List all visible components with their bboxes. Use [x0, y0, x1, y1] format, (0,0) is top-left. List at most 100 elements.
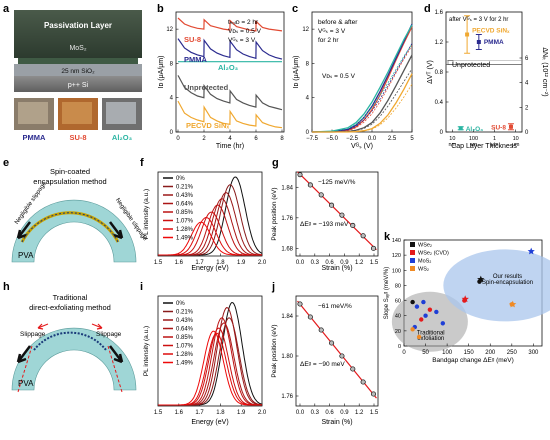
unprotected-label: Unprotected: [452, 62, 490, 69]
spectrum-line: [158, 176, 263, 256]
x-axis-tick-label: 0.3: [311, 410, 320, 416]
note-duration: for 2 hr: [318, 37, 339, 44]
y-axis-tick-label: 12: [166, 27, 173, 33]
panel-h-schematic: h Traditional direct-exfoliating method …: [3, 281, 137, 393]
y-axis-left-tick-label: 1.6: [435, 10, 444, 16]
legend-swatch: [410, 242, 415, 247]
tension-arrow-right-icon: [109, 221, 124, 240]
legend-label: MoS₂: [418, 259, 431, 265]
x-axis-label: Strain (%): [321, 265, 352, 272]
series-line: [177, 17, 283, 32]
x-axis-tick-label: 300: [528, 350, 539, 356]
encapsulated-photos: PMMA SU-8 Al₂O₃: [14, 98, 142, 142]
y-axis-label: Iᴅ (μA/μm): [293, 56, 300, 89]
data-point: [421, 299, 426, 305]
data-point: [370, 245, 377, 251]
panel-e-schematic: e Spin-coated encapsulation method Negli…: [3, 157, 148, 263]
plot-frame: [295, 295, 379, 407]
slip-guide-right: [107, 345, 123, 393]
y-axis-left-tick-label: 0.8: [435, 70, 444, 76]
region-label-traditional-line2: exfoliation: [417, 336, 444, 342]
data-point: [339, 212, 345, 218]
x-axis-tick-label: 8: [280, 136, 284, 142]
data-point: [339, 353, 345, 359]
panel-f-pl-spectra: f 1.5 1.6 1.7 1.8 1.9 2.0 0% 0.21% 0.43% 0.64% 0.…: [140, 157, 267, 272]
highlighted-star-icon: [477, 275, 485, 283]
y-axis-label: PL intensity (a.u.): [143, 326, 150, 376]
legend-label: 0%: [176, 301, 185, 307]
x-axis-tick-label: 1.9: [237, 260, 246, 266]
y-axis-tick-label: 120: [392, 253, 401, 259]
series-label-pmma: PMMA: [184, 55, 207, 64]
panel-g-peak-shift: g 0.0 0.3 0.6 0.9 1.2 1.5 1.68 1.76 1.84 −125 me…: [271, 157, 379, 272]
panel-letter-j: j: [271, 281, 275, 293]
x-axis-tick-unit: μm: [491, 142, 499, 148]
schematic-title-line1: Spin-coated: [50, 167, 90, 176]
legend-swatch: [410, 258, 415, 263]
y-axis-tick-label: 1.80: [281, 354, 293, 360]
series-label-al2o3: Al₂O₃: [218, 63, 239, 72]
y-axis-tick-label: 20: [395, 329, 401, 335]
x-axis-tick-label: 2.0: [258, 410, 267, 416]
x-axis-label: Vᴳₛ (V): [351, 143, 373, 150]
x-axis-tick-label: 0.6: [325, 410, 334, 416]
legend-label: WS₂: [418, 267, 429, 273]
spectrum-line: [158, 198, 262, 256]
y-axis-tick-label: 60: [395, 299, 401, 305]
legend-label: WSe₂: [418, 243, 432, 249]
y-axis-label: Slope Sₐᵧᵍ (meV/%): [384, 267, 390, 319]
legend-swatch: [410, 266, 415, 271]
x-axis-tick-label: 5: [410, 136, 414, 142]
condition-vds: Vᴅₛ = 0.5 V: [228, 28, 262, 35]
x-axis-tick-label: 6: [254, 136, 258, 142]
schematic-title-line1: Traditional: [53, 293, 88, 302]
series-label-pecvd: PECVD SiNₓ: [186, 121, 229, 130]
highlighted-star-icon: [461, 295, 469, 303]
plot-area: 1.5 1.6 1.7 1.8 1.9 2.0: [154, 176, 267, 266]
data-point: [434, 309, 439, 315]
encapsulation-layer: [20, 211, 120, 243]
panel-a: a Passivation Layer MoS₂ 25 nm SiO₂ p++ …: [3, 3, 142, 142]
data-point: [458, 126, 463, 131]
x-axis-tick-label: 10: [513, 136, 519, 142]
panel-letter-e: e: [3, 157, 9, 169]
y-axis-label-right: ΔNᵢₜ (10¹² cm⁻²): [541, 47, 548, 96]
series-line-before: [312, 68, 413, 133]
region-label-spin: Our results: [493, 274, 522, 280]
panel-d-threshold-chart: d 10nm100nm1μm10μm00.40.81.21.60246PECVD…: [424, 3, 548, 150]
plot-area: −7.5 −5.0 −2.5 0.0 2.5 5 0 4 8 12: [302, 23, 414, 142]
y-axis-right-tick-label: 4: [525, 81, 529, 87]
shift-annotation: ΔEᵍ = −193 meV: [300, 221, 349, 228]
legend-label: 0.43%: [176, 318, 194, 324]
x-axis-tick-label: 1.6: [175, 410, 184, 416]
data-point: [307, 314, 313, 320]
x-axis-tick-label: 1.2: [355, 410, 364, 416]
series-line: [177, 75, 283, 111]
note-vds: Vᴅₛ = 0.5 V: [322, 73, 356, 80]
series-line: [177, 100, 283, 129]
data-point-label: PMMA: [484, 39, 504, 46]
mos2-layer-block: [18, 58, 138, 64]
unprotected-marker: [447, 60, 454, 65]
data-point: [307, 182, 313, 188]
panel-letter-c: c: [292, 3, 298, 15]
x-axis-label: Time (hr): [216, 143, 244, 150]
data-point: [440, 321, 446, 326]
y-axis-label: Peak position (eV): [271, 324, 278, 377]
legend-label: WSe₂ (CVD): [418, 251, 449, 257]
x-axis-tick-label: 0: [176, 136, 180, 142]
panel-letter-a: a: [3, 3, 10, 15]
tension-arrow-left-icon: [16, 221, 31, 240]
legend-label: 0%: [176, 176, 185, 182]
x-axis-tick-label: 2.5: [388, 136, 397, 142]
region-spin-encapsulation: [443, 249, 550, 322]
highlighted-star-icon: [527, 247, 535, 255]
plot-frame: [311, 11, 413, 133]
x-axis-label: Energy (eV): [191, 419, 228, 426]
device-cross-section: Passivation Layer MoS₂ 25 nm SiO₂ p++ Si: [14, 10, 142, 92]
schematic-title-line2: direct-exfoliating method: [29, 303, 111, 312]
pva-substrate: [11, 199, 137, 263]
x-axis-tick-label: 1: [493, 136, 496, 142]
y-axis-tick-label: 80: [395, 283, 401, 289]
